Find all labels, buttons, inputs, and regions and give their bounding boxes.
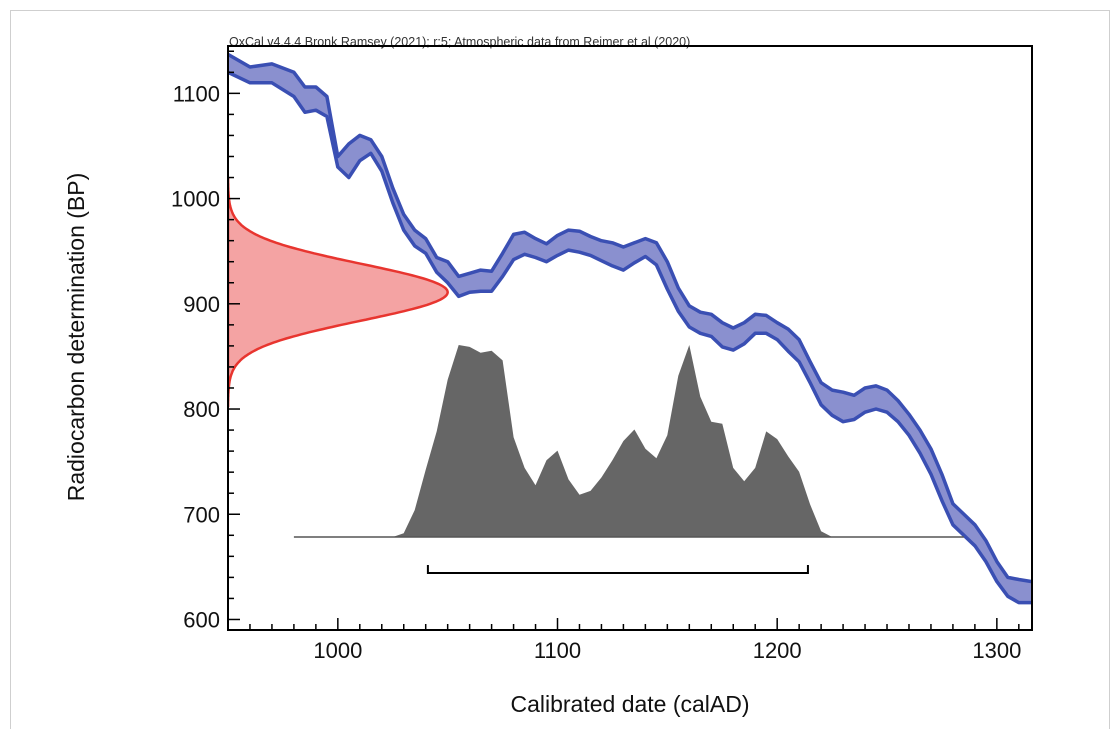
y-tick-label: 1100	[173, 81, 220, 106]
calibrated-date-distribution	[293, 345, 964, 537]
x-tick-label: 1000	[313, 638, 362, 663]
plot-area	[228, 52, 1032, 605]
calibration-curve-band	[228, 54, 1032, 603]
x-tick-label: 1300	[972, 638, 1021, 663]
y-tick-label: 900	[183, 292, 220, 317]
plot-border	[227, 45, 1033, 631]
calibration-curve-upper	[228, 52, 1032, 584]
y-tick-label: 1000	[171, 187, 220, 212]
x-tick-label: 1200	[753, 638, 802, 663]
calibration-curve-lower	[228, 70, 1032, 605]
radiocarbon-date-distribution	[228, 177, 449, 408]
y-tick-label: 600	[183, 607, 220, 632]
x-axis: 1000 1100 1200 1300	[249, 618, 1021, 663]
figure-frame	[10, 10, 1110, 729]
y-tick-label: 700	[183, 502, 220, 527]
x-axis-title: Calibrated date (calAD)	[510, 691, 749, 717]
calibrated-range-bar	[426, 565, 809, 574]
y-axis-title: Radiocarbon determination (BP)	[63, 173, 89, 502]
x-tick-label: 1100	[534, 638, 581, 663]
y-tick-label: 800	[183, 397, 220, 422]
y-axis: 600 700 800 900 1000 1100	[171, 50, 240, 632]
